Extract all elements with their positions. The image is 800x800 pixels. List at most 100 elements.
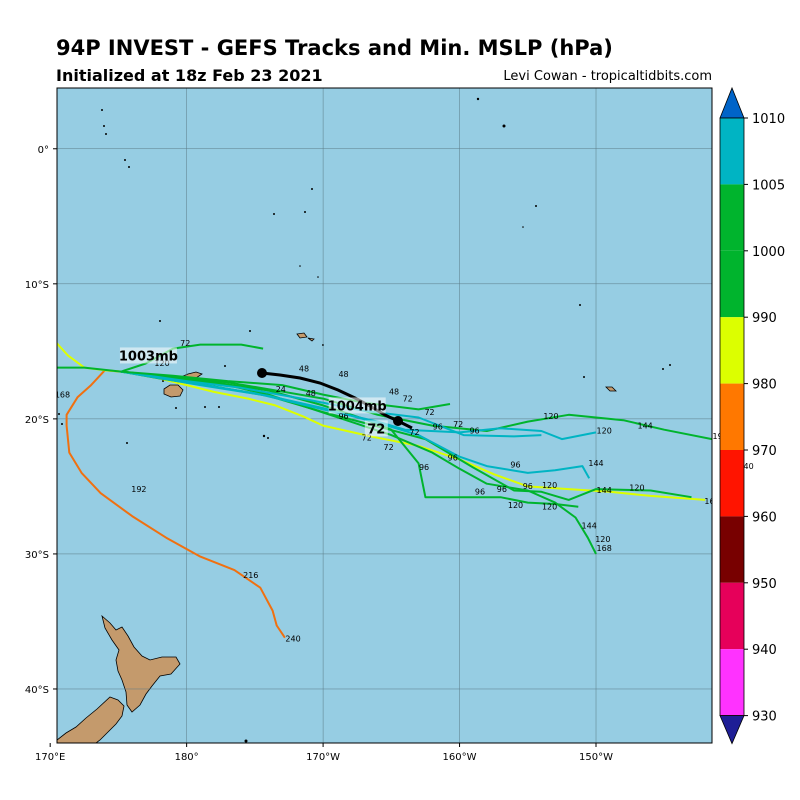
colorbar-level-label: 980 xyxy=(752,378,777,393)
x-tick-label: 180° xyxy=(175,752,199,763)
colorbar-segment xyxy=(720,184,744,251)
forecast-hour-label: 144 xyxy=(582,521,597,530)
init-time: Initialized at 18z Feb 23 2021 xyxy=(56,66,323,85)
forecast-hour-label: 120 xyxy=(595,535,610,544)
axis-ticks: 170°E 180° 170°W 160°W 150°W 0° 10°S 20°S 30°S 40… xyxy=(25,145,613,763)
forecast-hour-label: 120 xyxy=(543,412,558,421)
forecast-hour-label: 96 xyxy=(433,423,443,432)
forecast-hour-label: 96 xyxy=(523,482,533,491)
y-tick-label: 20°S xyxy=(25,415,49,426)
colorbar-level-label: 1005 xyxy=(752,178,785,193)
forecast-hour-label: 96 xyxy=(510,460,520,469)
forecast-hour-label: 144 xyxy=(588,459,603,468)
ensemble-track-4 xyxy=(57,365,122,373)
forecast-hour-label: 72 xyxy=(409,428,419,437)
forecast-hour-label: 72 xyxy=(424,408,434,417)
pressure-annotation: 1003mb xyxy=(119,349,178,364)
forecast-hour-label: 96 xyxy=(475,488,485,497)
ensemble-track-9 xyxy=(120,370,579,508)
forecast-hour-label: 120 xyxy=(542,481,557,490)
forecast-hour-label: 48 xyxy=(306,389,316,398)
colorbar-segment xyxy=(720,450,744,517)
land-fiji-viti-levu xyxy=(163,384,184,398)
colorbar-level-label: 940 xyxy=(752,643,777,658)
land-samoa-east xyxy=(307,337,315,342)
forecast-hour-label: 72 xyxy=(403,394,413,403)
forecast-hour-label: 96 xyxy=(338,412,348,421)
x-tick-label: 160°W xyxy=(443,752,477,763)
land-new-zealand-north xyxy=(101,614,181,713)
y-tick-label: 40°S xyxy=(25,685,49,696)
y-tick-label: 30°S xyxy=(25,550,49,561)
colorbar-segment xyxy=(720,317,744,384)
pressure-annotations: 1003mb 1004mb 72 xyxy=(119,347,388,437)
forecast-hour-label: 72 xyxy=(453,420,463,429)
forecast-hour-label: 72 xyxy=(362,433,372,442)
colorbar-bottom-extend xyxy=(719,715,745,745)
forecast-hour-label: 120 xyxy=(629,483,644,492)
ensemble-track-13 xyxy=(121,370,451,411)
forecast-hour-label: 192 xyxy=(131,485,146,494)
initial-position-track xyxy=(261,371,413,430)
x-tick-label: 170°W xyxy=(306,752,340,763)
forecast-hour-label: 216 xyxy=(243,571,258,580)
land-new-zealand-south xyxy=(57,696,125,743)
forecast-hour-label: 168 xyxy=(55,390,70,399)
forecast-hour-label: 144 xyxy=(637,421,652,430)
forecast-hour-label: 120 xyxy=(597,427,612,436)
forecast-hour-label: 96 xyxy=(469,427,479,436)
colorbar-level-label: 990 xyxy=(752,311,777,326)
ensemble-track-1 xyxy=(65,369,286,639)
forecast-hour-label: 96 xyxy=(497,485,507,494)
forecast-hour-label: 96 xyxy=(419,463,429,472)
ensemble-track-3 xyxy=(120,370,706,501)
forecast-hour-label: 168 xyxy=(597,544,612,553)
forecast-hour-label: 48 xyxy=(389,388,399,397)
colorbar-level-label: 970 xyxy=(752,444,777,459)
pressure-annotation: 72 xyxy=(367,422,385,437)
low-center-marker-2 xyxy=(393,416,403,426)
forecast-hour-label: 144 xyxy=(33,312,48,321)
low-center-marker-1 xyxy=(257,368,267,378)
colorbar-segment xyxy=(720,649,744,716)
forecast-hour-label: 96 xyxy=(448,454,458,463)
colorbar-segment xyxy=(720,383,744,450)
y-tick-label: 10°S xyxy=(25,280,49,291)
forecast-hour-label: 240 xyxy=(738,462,753,471)
land-tahiti xyxy=(605,386,617,392)
colorbar-level-label: 1000 xyxy=(752,245,785,260)
forecast-hour-label: 72 xyxy=(180,339,190,348)
annotation-backdrop xyxy=(364,420,388,437)
ensemble-track-5 xyxy=(120,343,264,373)
annotation-backdrop xyxy=(328,397,386,414)
colorbar-segment xyxy=(720,250,744,318)
forecast-hour-label: 168 xyxy=(704,497,719,506)
forecast-hour-label: 120 xyxy=(542,502,557,511)
colorbar-segment xyxy=(720,582,744,650)
forecast-hour-label: 72 xyxy=(384,443,394,452)
forecast-hour-label: 120 xyxy=(508,501,523,510)
credit-text: Levi Cowan - tropicaltidbits.com xyxy=(503,69,712,84)
forecast-hour-label: 48 xyxy=(338,370,348,379)
forecast-hour-label: 144 xyxy=(597,486,612,495)
forecast-hour-labels: 1441207216819221624048484848247272727272… xyxy=(33,312,719,644)
forecast-hour-label: 24 xyxy=(276,385,286,394)
colorbar-segment xyxy=(720,118,744,185)
ensemble-track-12 xyxy=(120,370,591,479)
pressure-colorbar: 1010 1005 1000 990 980 970 960 950 940 930 xyxy=(719,86,785,745)
forecast-hour-label: 120 xyxy=(154,359,169,368)
pressure-annotation: 1004mb xyxy=(328,399,387,414)
y-tick-label: 0° xyxy=(38,145,49,156)
land-samoa xyxy=(296,332,308,339)
colorbar-frame xyxy=(719,117,745,716)
colorbar-level-label: 1010 xyxy=(752,112,785,127)
colorbar-top-extend xyxy=(719,86,745,119)
colorbar-segment xyxy=(720,516,744,583)
colorbar-level-label: 960 xyxy=(752,510,777,525)
forecast-hour-label: 48 xyxy=(299,365,309,374)
colorbar-level-label: 930 xyxy=(752,710,777,725)
x-tick-label: 170°E xyxy=(35,752,65,763)
x-tick-label: 150°W xyxy=(579,752,613,763)
colorbar-level-label: 950 xyxy=(752,577,777,592)
